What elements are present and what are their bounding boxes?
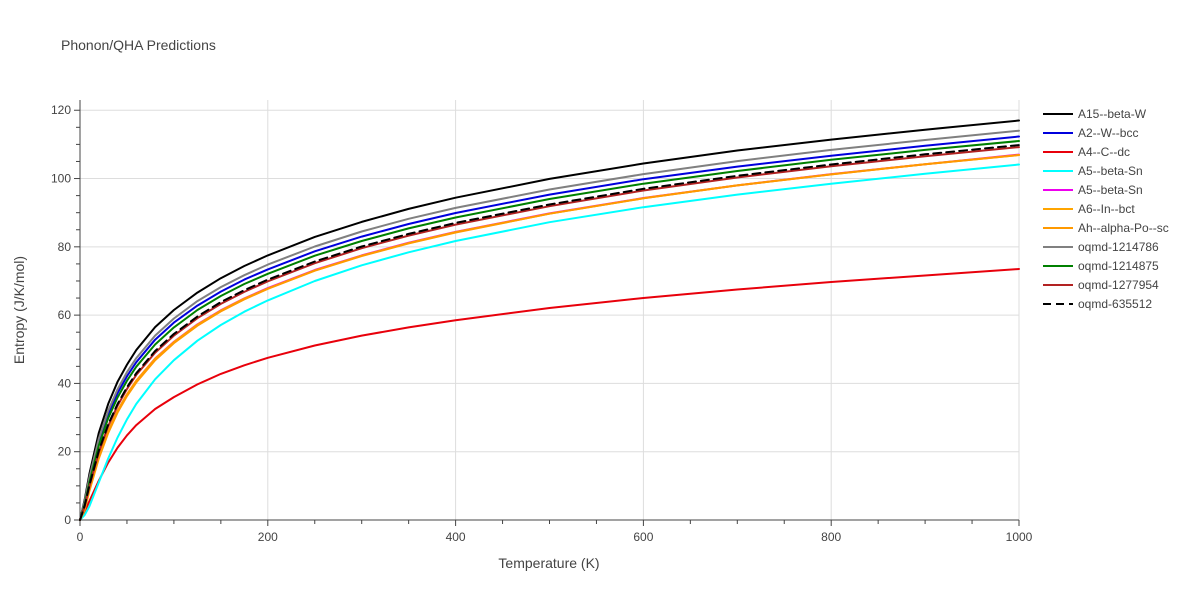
legend-label: oqmd-1214786 bbox=[1078, 240, 1159, 254]
y-axis-title: Entropy (J/K/mol) bbox=[11, 256, 27, 364]
legend-item-3[interactable]: A5--beta-Sn bbox=[1043, 164, 1143, 178]
series-line-3[interactable] bbox=[79, 163, 1020, 521]
legend-item-6[interactable]: Ah--alpha-Po--sc bbox=[1043, 221, 1169, 235]
legend-item-1[interactable]: A2--W--bcc bbox=[1043, 126, 1138, 140]
legend-label: A6--In--bct bbox=[1078, 202, 1135, 216]
y-tick-label-5: 100 bbox=[51, 172, 71, 186]
axes: 0 200 400 600 800 1000 0 20 40 60 80 100 120 bbox=[51, 100, 1033, 544]
legend-item-10[interactable]: oqmd-635512 bbox=[1043, 297, 1152, 311]
x-tick-label-2: 400 bbox=[446, 530, 466, 544]
legend-label: A5--beta-Sn bbox=[1078, 183, 1143, 197]
series-line-10[interactable] bbox=[79, 144, 1020, 521]
y-tick-label-2: 40 bbox=[58, 376, 72, 390]
x-tick-label-3: 600 bbox=[633, 530, 653, 544]
legend-item-8[interactable]: oqmd-1214875 bbox=[1043, 259, 1159, 273]
legend-item-9[interactable]: oqmd-1277954 bbox=[1043, 278, 1159, 292]
legend-label: oqmd-1214875 bbox=[1078, 259, 1159, 273]
legend-item-5[interactable]: A6--In--bct bbox=[1043, 202, 1135, 216]
legend-item-7[interactable]: oqmd-1214786 bbox=[1043, 240, 1159, 254]
legend[interactable]: A15--beta-W A2--W--bcc A4--C--dc A5--beta-S… bbox=[1043, 107, 1169, 311]
x-tick-label-4: 800 bbox=[821, 530, 841, 544]
legend-label: A15--beta-W bbox=[1078, 107, 1147, 121]
legend-item-2[interactable]: A4--C--dc bbox=[1043, 145, 1130, 159]
legend-item-0[interactable]: A15--beta-W bbox=[1043, 107, 1147, 121]
series-line-6[interactable] bbox=[79, 154, 1020, 521]
y-tick-label-6: 120 bbox=[51, 103, 71, 117]
series-line-7[interactable] bbox=[79, 129, 1020, 521]
series-line-2[interactable] bbox=[79, 268, 1020, 521]
series-line-1[interactable] bbox=[79, 135, 1020, 521]
plot-area[interactable] bbox=[79, 119, 1020, 521]
gridlines bbox=[80, 100, 1020, 520]
legend-label: Ah--alpha-Po--sc bbox=[1078, 221, 1169, 235]
y-tick-label-4: 80 bbox=[58, 240, 72, 254]
legend-label: oqmd-1277954 bbox=[1078, 278, 1159, 292]
legend-label: A2--W--bcc bbox=[1078, 126, 1138, 140]
series-line-8[interactable] bbox=[79, 140, 1020, 521]
legend-item-4[interactable]: A5--beta-Sn bbox=[1043, 183, 1143, 197]
x-tick-label-0: 0 bbox=[77, 530, 84, 544]
y-tick-label-3: 60 bbox=[58, 308, 72, 322]
legend-label: A5--beta-Sn bbox=[1078, 164, 1143, 178]
legend-label: A4--C--dc bbox=[1078, 145, 1130, 159]
x-tick-label-5: 1000 bbox=[1006, 530, 1033, 544]
x-axis-title: Temperature (K) bbox=[498, 555, 599, 571]
chart-title: Phonon/QHA Predictions bbox=[61, 37, 216, 53]
series-line-0[interactable] bbox=[79, 119, 1020, 521]
legend-label: oqmd-635512 bbox=[1078, 297, 1152, 311]
x-tick-label-1: 200 bbox=[258, 530, 278, 544]
y-tick-label-0: 0 bbox=[64, 513, 71, 527]
y-tick-label-1: 20 bbox=[58, 445, 72, 459]
